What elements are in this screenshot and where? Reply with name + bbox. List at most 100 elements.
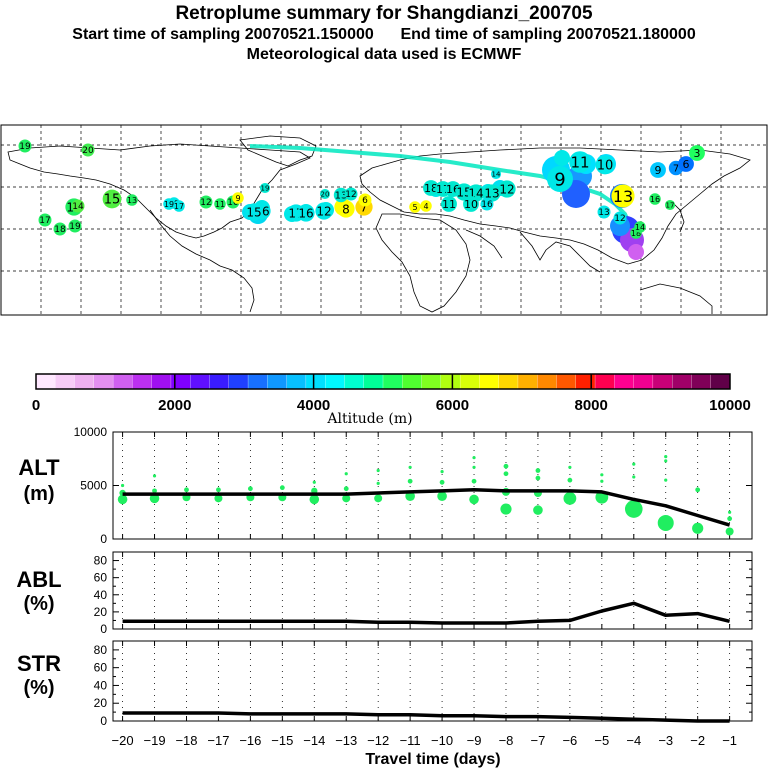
panel-label: STR — [17, 651, 61, 676]
x-tick-label: −18 — [175, 733, 197, 748]
alt-scatter-point — [440, 469, 444, 474]
y-tick-label: 0 — [100, 714, 107, 728]
alt-scatter-point — [500, 503, 512, 515]
day-label: 10 — [597, 159, 614, 174]
panel-unit: (%) — [23, 677, 54, 699]
day-label: 20 — [321, 191, 330, 199]
colorbar-cell — [537, 373, 558, 390]
day-label: 12 — [345, 190, 356, 200]
alt-scatter-point — [728, 510, 732, 514]
y-tick-label: 10000 — [74, 425, 108, 439]
colorbar-cell — [325, 373, 346, 390]
label-dot — [547, 166, 573, 192]
sampling-start: Start time of sampling 20070521.150000 — [72, 26, 374, 43]
label-dot — [163, 198, 175, 210]
x-tick-label: −13 — [335, 733, 357, 748]
day-label: 9 — [655, 164, 662, 177]
day-label: 14 — [635, 223, 645, 232]
colorbar-cell — [440, 373, 461, 390]
day-label: 6 — [362, 196, 368, 206]
colorbar-cell — [594, 373, 615, 390]
alt-scatter-point — [472, 465, 476, 469]
alt-scatter-point — [152, 474, 157, 478]
x-tick-label: −6 — [562, 733, 577, 748]
alt-scatter-point — [725, 527, 734, 536]
colorbar-tick-label: 8000 — [575, 397, 608, 414]
colorbar-cell — [575, 373, 596, 390]
panel-frame — [112, 640, 753, 722]
y-tick-label: 5000 — [80, 479, 107, 493]
alt-scatter-point — [437, 491, 447, 502]
colorbar-cell — [382, 373, 403, 390]
colorbar-cell — [710, 373, 731, 390]
label-dot — [678, 156, 694, 172]
label-dot — [319, 188, 331, 200]
y-tick-label: 0 — [100, 532, 107, 546]
alt-scatter-point — [405, 491, 415, 502]
day-label: 18 — [54, 225, 66, 235]
label-dot — [232, 192, 244, 204]
day-label: 4 — [423, 202, 428, 211]
colorbar-cell — [498, 373, 519, 390]
label-dot — [337, 200, 355, 218]
day-label: 18 — [631, 229, 641, 238]
label-dot — [664, 199, 676, 211]
alt-scatter-point — [695, 487, 701, 493]
alt-scatter-point — [568, 465, 572, 469]
colorbar-cell — [691, 373, 712, 390]
day-label: 11 — [570, 153, 589, 171]
panel-frame — [112, 551, 753, 630]
alt-scatter-point — [632, 462, 636, 466]
sampling-times: Start time of sampling 20070521.150000 E… — [0, 26, 768, 44]
panel-unit: (m) — [23, 483, 54, 505]
day-label: 19 — [164, 200, 174, 209]
colorbar-cell — [132, 373, 153, 390]
x-tick-label: −10 — [431, 733, 453, 748]
day-label: 6 — [683, 158, 690, 171]
alt-scatter-point — [600, 479, 604, 483]
colorbar-cell — [112, 373, 134, 390]
panel-label: ABL — [16, 567, 61, 592]
day-label: 18 — [424, 182, 438, 195]
alt-scatter-point — [535, 475, 541, 481]
day-label: 7 — [360, 200, 368, 214]
alt-scatter-point — [376, 468, 380, 473]
x-tick-label: −20 — [112, 733, 134, 748]
alt-scatter-point — [439, 479, 445, 485]
x-tick-label: −8 — [499, 733, 514, 748]
day-label: 15 — [246, 205, 261, 219]
colorbar-cell — [633, 373, 654, 390]
alt-scatter-point — [664, 455, 668, 459]
alt-scatter-point — [408, 465, 412, 469]
colorbar-cell — [421, 373, 442, 390]
colorbar-cell — [151, 373, 172, 390]
alt-scatter-point — [563, 491, 577, 505]
day-label: 17 — [39, 216, 50, 226]
y-tick-label: 40 — [94, 678, 108, 692]
label-dot — [498, 180, 516, 198]
colorbar-cell — [479, 373, 500, 390]
colorbar-cell — [402, 373, 423, 390]
label-dot — [423, 180, 439, 196]
day-label: 19 — [261, 185, 270, 193]
label-dot — [420, 200, 432, 212]
alt-scatter-point — [657, 514, 674, 531]
y-tick-label: 20 — [94, 605, 108, 619]
alt-scatter-point — [247, 486, 253, 492]
alt-scatter-point — [472, 456, 476, 460]
colorbar-tick-label: 10000 — [709, 397, 751, 414]
label-dot — [68, 219, 82, 233]
label-dot — [53, 222, 67, 236]
label-dot — [689, 145, 705, 161]
day-label: 14 — [72, 202, 84, 212]
day-labels: 1920191817161514131211109876542019181716… — [18, 139, 705, 239]
day-label: 16 — [481, 200, 493, 210]
altitude-colorbar: 0 2000 4000 6000 8000 10000 Altitude (m) — [32, 373, 751, 427]
colorbar-cell — [672, 373, 693, 390]
time-series-panels: 0500010000ALT(m)020406080ABL(%)020406080… — [16, 425, 753, 768]
label-dot — [634, 221, 646, 233]
y-tick-label: 80 — [94, 554, 108, 568]
y-tick-label: 60 — [94, 661, 108, 675]
colorbar-label: Altitude (m) — [326, 411, 412, 427]
colorbar-cell — [247, 373, 268, 390]
